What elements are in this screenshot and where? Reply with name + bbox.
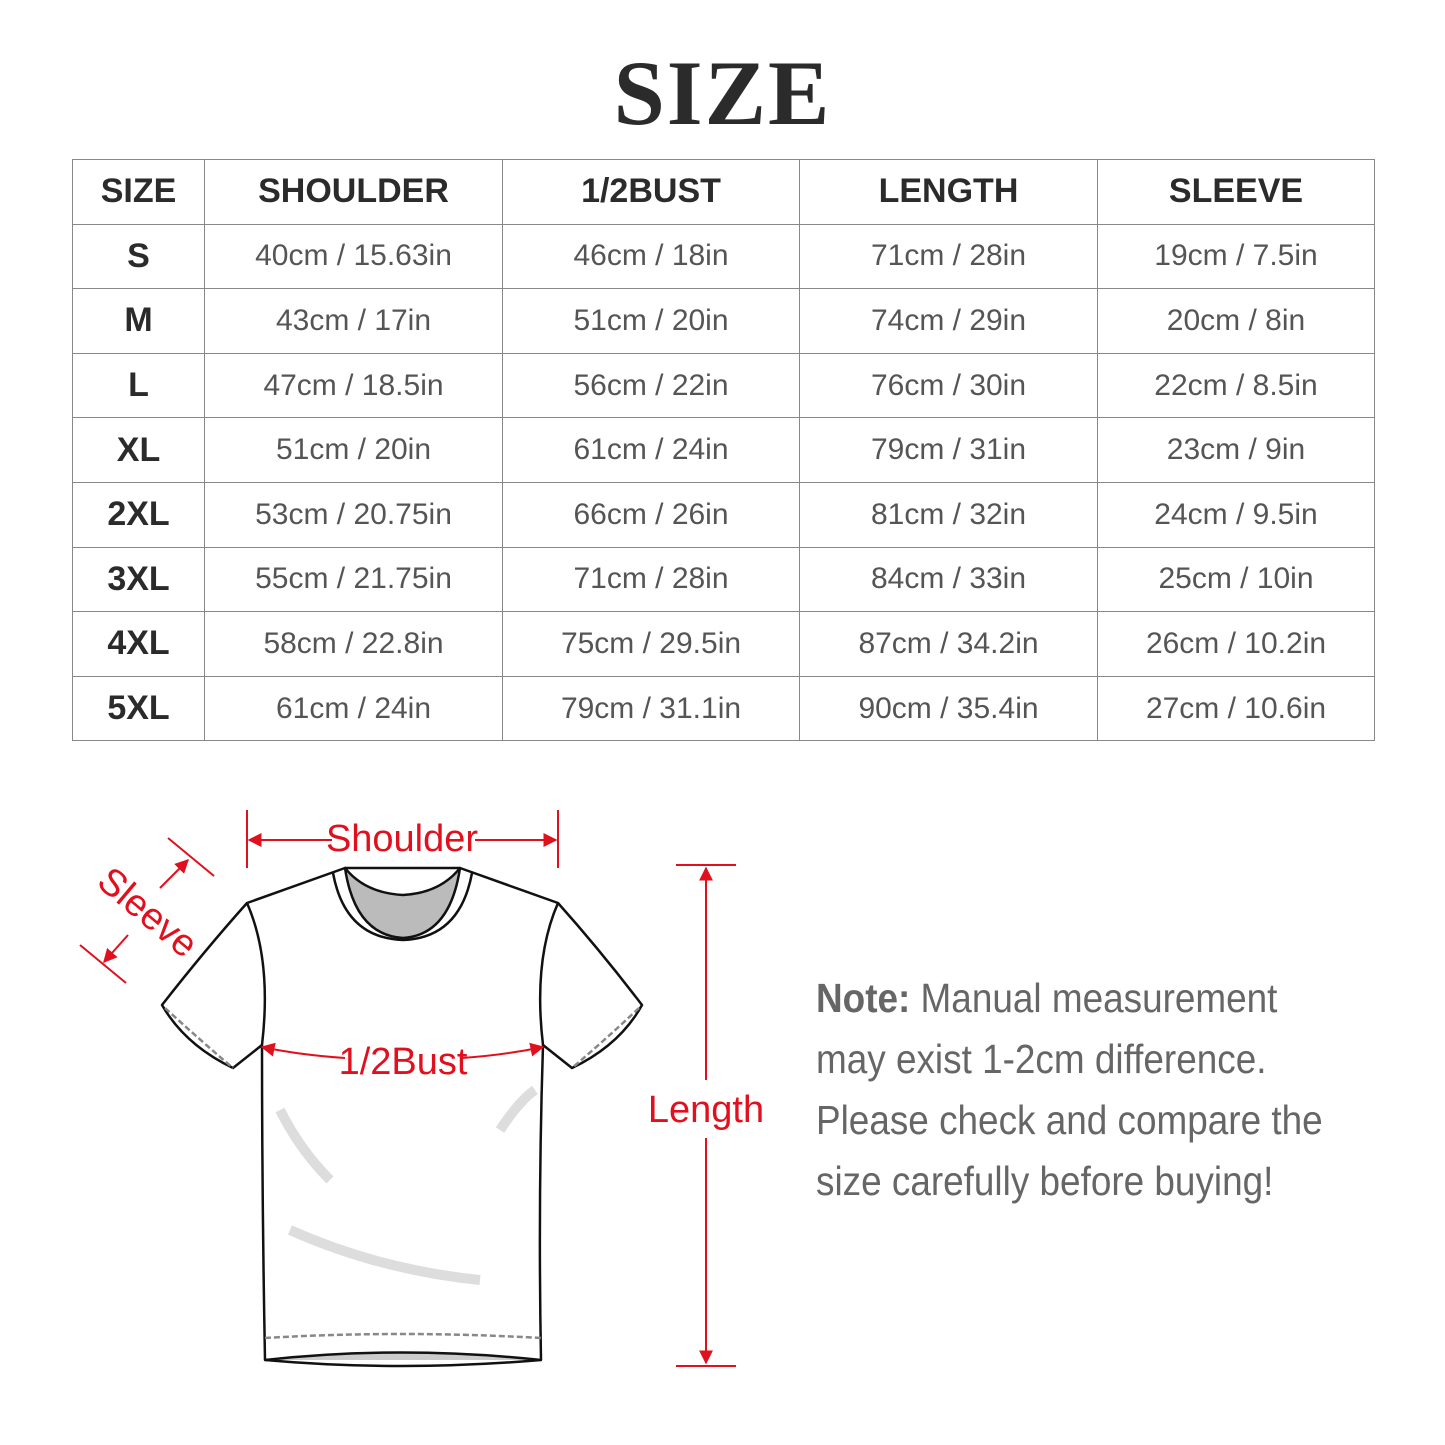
measurement-cell: 24cm / 9.5in [1097, 481, 1375, 548]
measurement-cell: 43cm / 17in [204, 288, 503, 354]
measurement-cell: 26cm / 10.2in [1097, 611, 1375, 677]
measurement-cell: 66cm / 26in [502, 481, 800, 548]
bust-measure [260, 1042, 545, 1059]
table-header-row: SIZE SHOULDER 1/2BUST LENGTH SLEEVE [72, 159, 1375, 225]
measurement-cell: 27cm / 10.6in [1097, 675, 1375, 742]
measurement-cell: 71cm / 28in [502, 546, 800, 613]
measurement-cell: 79cm / 31.1in [502, 675, 800, 742]
measurement-cell: 40cm / 15.63in [204, 223, 503, 290]
size-cell: L [72, 352, 205, 419]
measurement-cell: 23cm / 9in [1097, 417, 1375, 483]
measurement-cell: 61cm / 24in [502, 417, 800, 483]
measurement-cell: 46cm / 18in [502, 223, 800, 290]
measurement-cell: 55cm / 21.75in [204, 546, 503, 613]
table-row: L 47cm / 18.5in 56cm / 22in 76cm / 30in 22cm… [72, 352, 1375, 419]
measurement-cell: 90cm / 35.4in [799, 675, 1098, 742]
header-length: LENGTH [799, 159, 1098, 225]
header-size: SIZE [72, 159, 205, 225]
size-table: SIZE SHOULDER 1/2BUST LENGTH SLEEVE S 40c… [72, 159, 1375, 742]
header-bust: 1/2BUST [502, 159, 800, 225]
table-row: 3XL 55cm / 21.75in 71cm / 28in 84cm / 33in 2… [72, 546, 1375, 613]
table-row: 5XL 61cm / 24in 79cm / 31.1in 90cm / 35.4in… [72, 675, 1375, 742]
measurement-cell: 61cm / 24in [204, 675, 503, 742]
table-row: XL 51cm / 20in 61cm / 24in 79cm / 31in 23cm … [72, 417, 1375, 483]
length-label: Length [648, 1089, 764, 1131]
note-text: Note: Manual measurement may exist 1-2cm… [816, 968, 1356, 1212]
header-sleeve: SLEEVE [1097, 159, 1375, 225]
measurement-cell: 74cm / 29in [799, 288, 1098, 354]
table-row: M 43cm / 17in 51cm / 20in 74cm / 29in 20cm /… [72, 288, 1375, 354]
bust-label: 1/2Bust [339, 1041, 468, 1083]
measurement-cell: 84cm / 33in [799, 546, 1098, 613]
measurement-cell: 25cm / 10in [1097, 546, 1375, 613]
measurement-cell: 76cm / 30in [799, 352, 1098, 419]
measurement-cell: 75cm / 29.5in [502, 611, 800, 677]
measurement-cell: 79cm / 31in [799, 417, 1098, 483]
size-cell: 5XL [72, 675, 205, 742]
measurement-cell: 51cm / 20in [204, 417, 503, 483]
measurement-cell: 19cm / 7.5in [1097, 223, 1375, 290]
measurement-cell: 56cm / 22in [502, 352, 800, 419]
table-row: S 40cm / 15.63in 46cm / 18in 71cm / 28in 19c… [72, 223, 1375, 290]
measurement-cell: 81cm / 32in [799, 481, 1098, 548]
measurement-cell: 53cm / 20.75in [204, 481, 503, 548]
size-cell: M [72, 288, 205, 354]
tshirt-illustration [160, 866, 644, 1368]
page-title: SIZE [613, 42, 832, 144]
measurement-cell: 22cm / 8.5in [1097, 352, 1375, 419]
measurement-cell: 47cm / 18.5in [204, 352, 503, 419]
table-row: 2XL 53cm / 20.75in 66cm / 26in 81cm / 32in 2… [72, 481, 1375, 548]
shoulder-label: Shoulder [326, 818, 478, 860]
measurement-cell: 20cm / 8in [1097, 288, 1375, 354]
size-cell: S [72, 223, 205, 290]
size-cell: 4XL [72, 611, 205, 677]
measurement-cell: 51cm / 20in [502, 288, 800, 354]
sleeve-measure [79, 837, 215, 984]
shoulder-measure [246, 810, 559, 868]
note-label: Note: [816, 975, 911, 1021]
sleeve-label: Sleeve [89, 859, 205, 966]
measurement-cell: 58cm / 22.8in [204, 611, 503, 677]
size-cell: 2XL [72, 481, 205, 548]
size-cell: 3XL [72, 546, 205, 613]
note-body: Manual measurement may exist 1-2cm diffe… [816, 975, 1323, 1204]
length-measure [676, 864, 736, 1367]
